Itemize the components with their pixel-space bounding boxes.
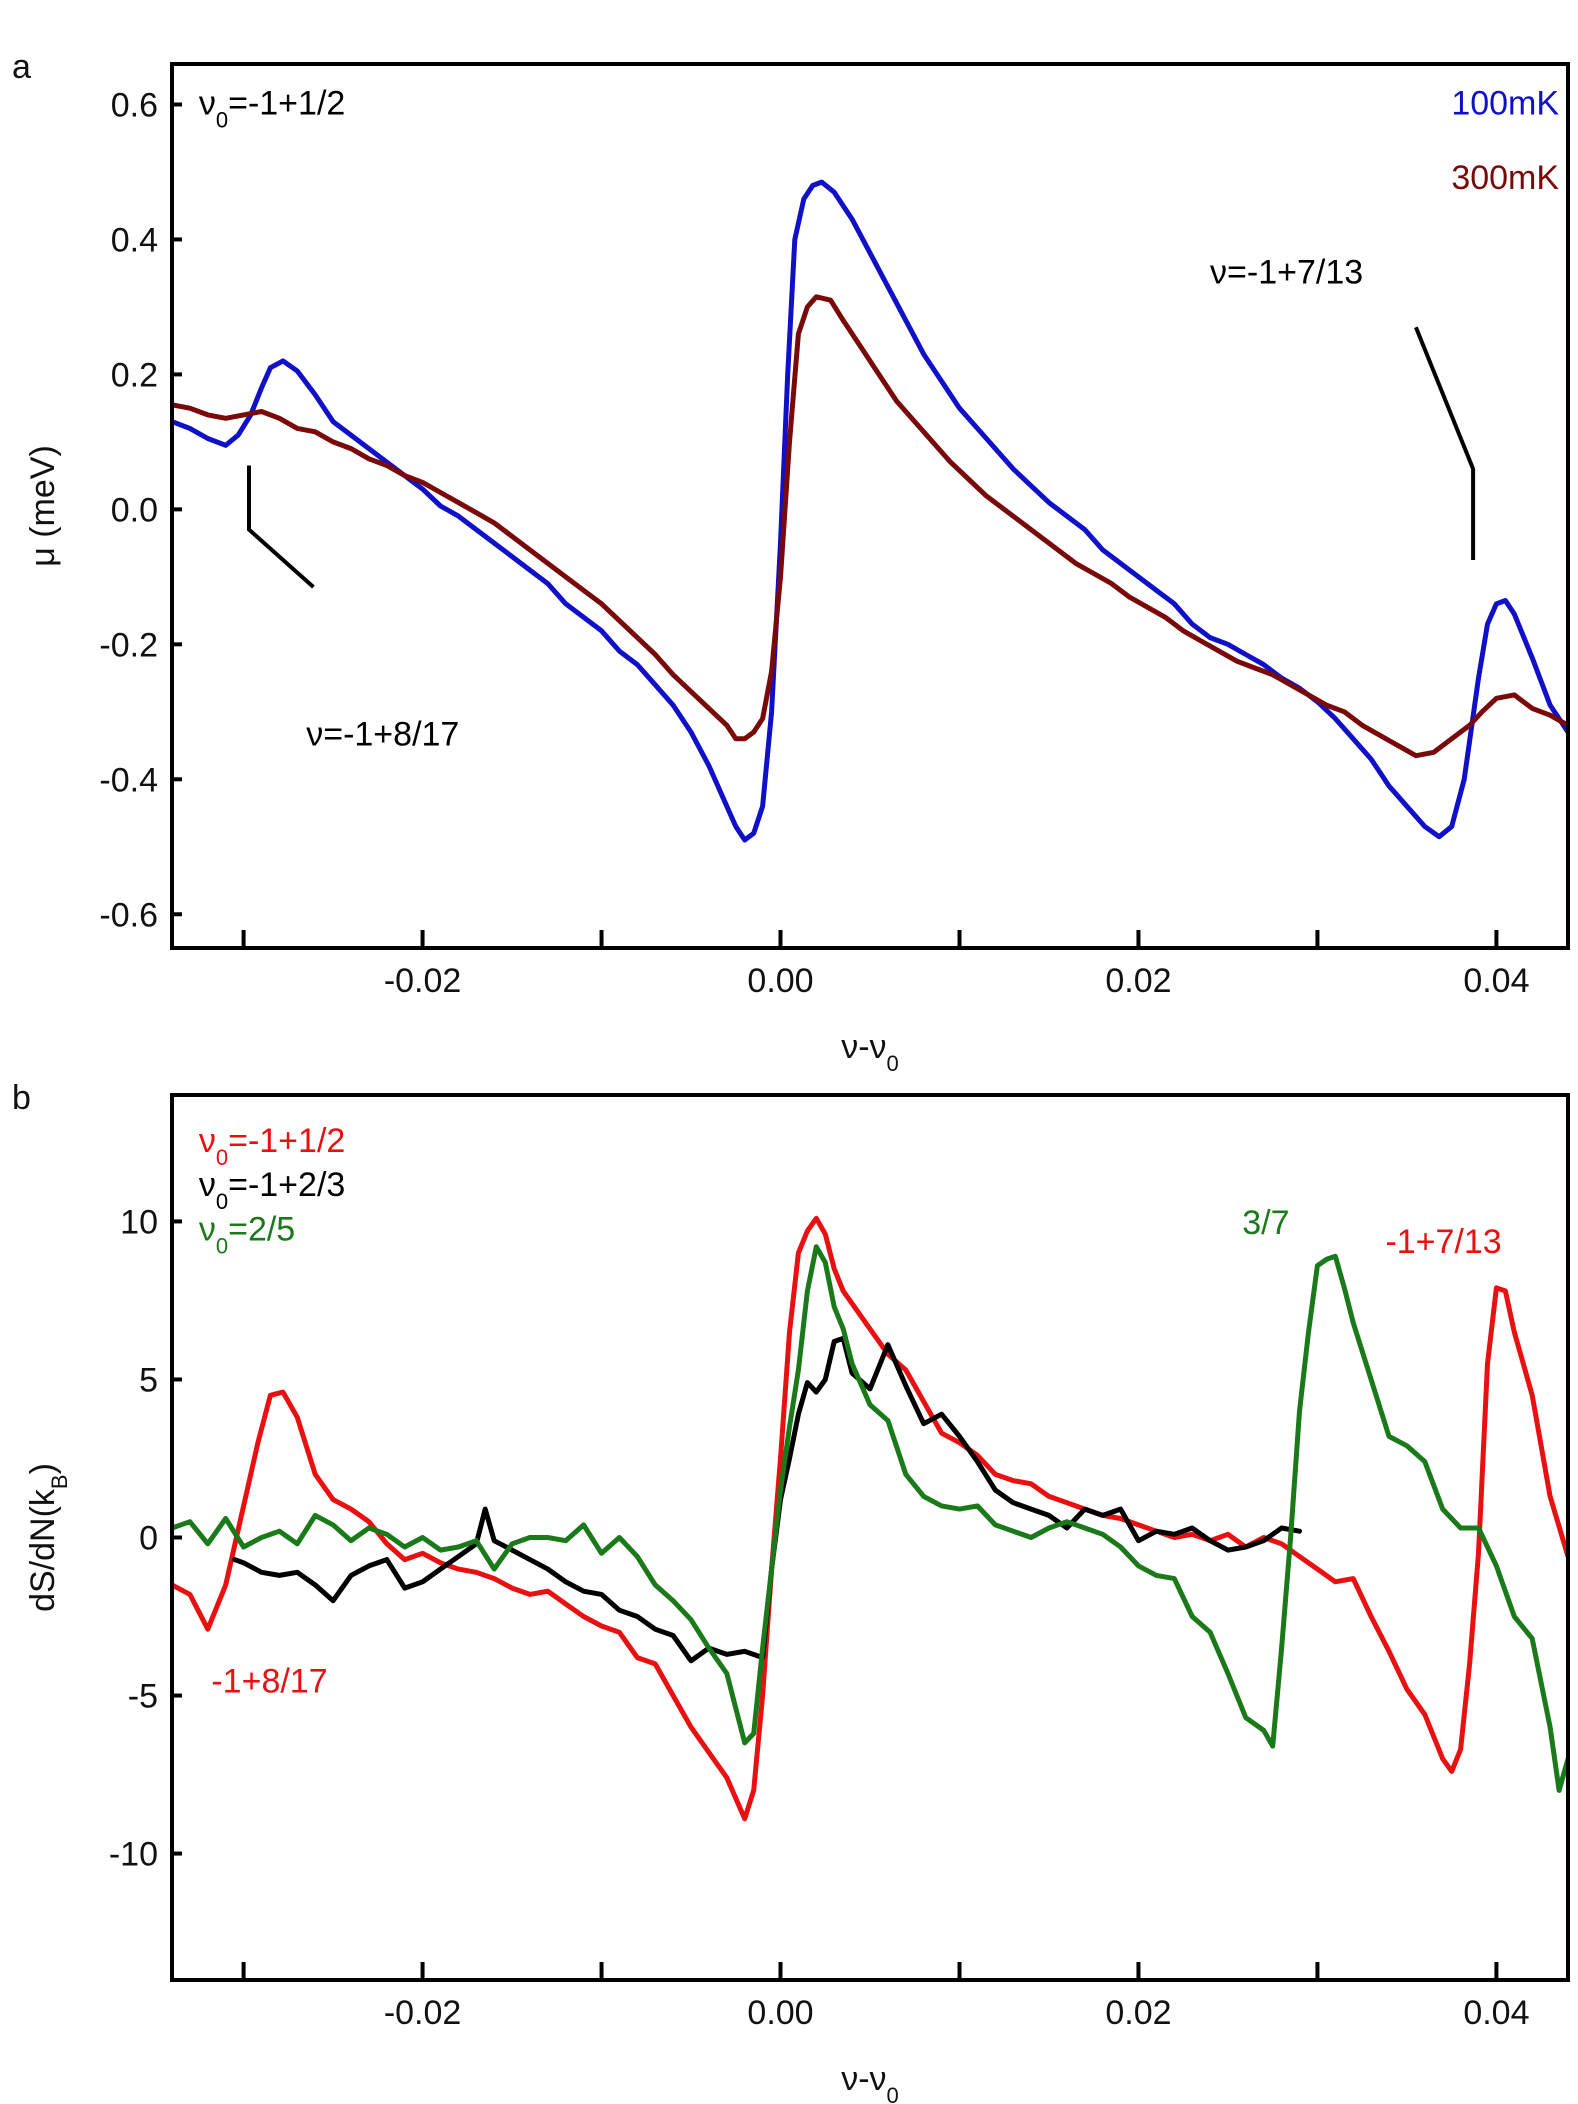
annotation-0: ν0=-1+1/2 [199,1122,345,1170]
x-tick-label: -0.02 [384,1994,462,2032]
y-tick-label: 0.6 [111,86,158,124]
y-axis-title: dS/dN(kB) [24,1463,72,1612]
plot-frame [170,62,1570,950]
x-tick-label: 0.04 [1463,962,1529,1000]
x-axis-title: ν-ν0 [841,1028,899,1076]
x-tick-label: 0.00 [747,1994,813,2032]
x-tick-label: 0.02 [1105,962,1171,1000]
leader-line-0 [1414,326,1476,560]
panel-label: a [12,48,31,86]
series-line-2 [172,1244,1568,1793]
series-line-0 [172,1215,1568,1822]
y-tick-label: -0.4 [99,761,158,799]
y-tick-label: -0.2 [99,626,158,664]
annotation-4: ν=-1+8/17 [306,716,459,754]
x-tick-label: 0.02 [1105,1994,1171,2032]
y-axis-title: μ (meV) [24,445,62,567]
x-tick-label: -0.02 [384,962,462,1000]
x-axis-title: ν-ν0 [841,2060,899,2104]
y-tick-label: 5 [139,1361,158,1399]
annotation-3: ν=-1+7/13 [1210,253,1363,291]
series-group [172,1215,1568,1822]
panel-b: -0.02 0.00 0.02 0.04 -10 -5 0 5 10 ν-ν0 dS/dN(kB) b… [12,1079,1570,2104]
annotation-3: 3/7 [1242,1204,1289,1242]
y-tick-label: -10 [109,1836,158,1874]
y-tick-label: 0 [139,1520,158,1558]
x-tick-label: 0.04 [1463,1994,1529,2032]
annotation-1: 100mK [1451,85,1559,123]
y-tick-label: 10 [120,1203,158,1241]
y-tick-label: 0.0 [111,491,158,529]
annotation-4: -1+7/13 [1385,1223,1501,1261]
panel-label: b [12,1079,31,1117]
annotation-0: ν0=-1+1/2 [199,85,345,133]
y-tick-label: 0.4 [111,221,158,259]
y-tick-label: -5 [128,1678,158,1716]
leader-line-1 [247,465,315,589]
y-tick-label: 0.2 [111,356,158,394]
series-line-1 [172,294,1568,759]
annotation-5: -1+8/17 [211,1662,327,1700]
x-tick-label: 0.00 [747,962,813,1000]
annotation-2: ν0=2/5 [199,1210,295,1258]
y-tick-label: -0.6 [99,896,158,934]
panel-a: -0.02 0.00 0.02 0.04 -0.6 -0.4 -0.2 0.0 0.2 0.4 0.… [12,48,1570,1076]
series-group [172,179,1568,843]
annotation-1: ν0=-1+2/3 [199,1166,345,1214]
annotation-2: 300mK [1451,159,1559,197]
